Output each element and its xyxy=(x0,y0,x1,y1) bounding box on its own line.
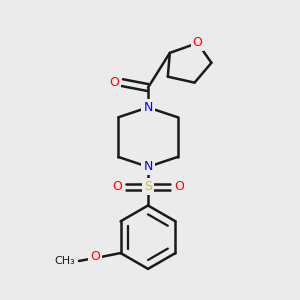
Text: O: O xyxy=(174,180,184,193)
Text: O: O xyxy=(110,76,119,89)
Text: N: N xyxy=(143,160,153,173)
Text: O: O xyxy=(112,180,122,193)
Text: O: O xyxy=(90,250,100,263)
Text: CH₃: CH₃ xyxy=(54,256,75,266)
Text: S: S xyxy=(144,180,152,193)
Text: N: N xyxy=(143,101,153,114)
Text: O: O xyxy=(193,37,202,50)
